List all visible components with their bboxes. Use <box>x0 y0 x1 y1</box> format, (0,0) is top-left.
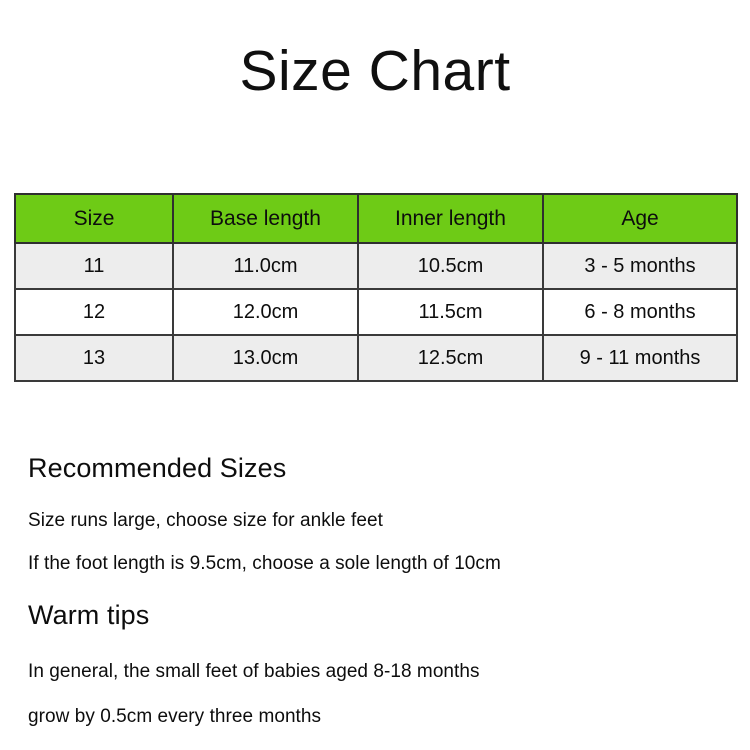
cell-base-length: 12.0cm <box>172 288 359 336</box>
cell-inner-length: 11.5cm <box>357 288 544 336</box>
notes-section: Recommended Sizes Size runs large, choos… <box>28 452 728 729</box>
size-chart-table: Size Base length Inner length Age 11 11.… <box>14 193 738 382</box>
column-header-age: Age <box>542 193 738 244</box>
recommended-sizes-line-2: If the foot length is 9.5cm, choose a so… <box>28 552 501 574</box>
page-title: Size Chart <box>239 39 511 103</box>
table-row: 12 12.0cm 11.5cm 6 - 8 months <box>14 288 738 336</box>
cell-size: 11 <box>14 242 174 290</box>
cell-age: 6 - 8 months <box>542 288 738 336</box>
table-header-row: Size Base length Inner length Age <box>14 193 738 244</box>
warm-tips-line-1: In general, the small feet of babies age… <box>28 661 480 683</box>
table-row: 11 11.0cm 10.5cm 3 - 5 months <box>14 242 738 290</box>
cell-size: 12 <box>14 288 174 336</box>
cell-size: 13 <box>14 334 174 382</box>
column-header-inner-length: Inner length <box>357 193 544 244</box>
recommended-sizes-line-1: Size runs large, choose size for ankle f… <box>28 509 383 531</box>
size-chart-table-container: Size Base length Inner length Age 11 11.… <box>14 193 738 382</box>
cell-base-length: 11.0cm <box>172 242 359 290</box>
warm-tips-line-2: grow by 0.5cm every three months <box>28 705 322 727</box>
table-row: 13 13.0cm 12.5cm 9 - 11 months <box>14 334 738 382</box>
warm-tips-heading: Warm tips <box>28 600 150 631</box>
cell-inner-length: 12.5cm <box>357 334 544 382</box>
column-header-size: Size <box>14 193 174 244</box>
cell-age: 9 - 11 months <box>542 334 738 382</box>
cell-age: 3 - 5 months <box>542 242 738 290</box>
column-header-base-length: Base length <box>172 193 359 244</box>
recommended-sizes-heading: Recommended Sizes <box>28 453 287 483</box>
cell-base-length: 13.0cm <box>172 334 359 382</box>
cell-inner-length: 10.5cm <box>357 242 544 290</box>
